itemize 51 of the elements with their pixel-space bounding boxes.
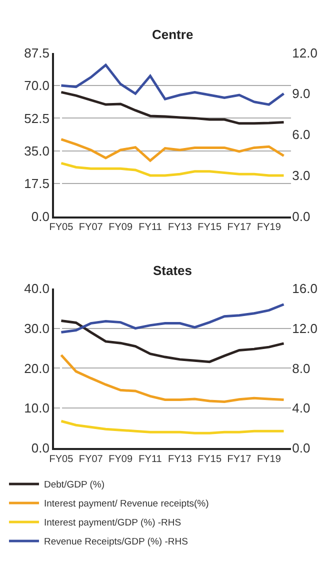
legend-label: Debt/GDP (%) — [44, 480, 105, 491]
x-tick-label: FY15 — [198, 454, 222, 465]
chart-title: States — [153, 263, 192, 278]
y2-tick-label: 6.0 — [292, 127, 310, 142]
y2-tick-label: 4.0 — [292, 400, 310, 416]
x-tick-label: FY11 — [138, 222, 162, 234]
x-tick-label: FY13 — [168, 454, 192, 465]
legend-label: Interest payment/GDP (%) -RHS — [44, 518, 182, 529]
x-tick-label: FY19 — [256, 222, 282, 234]
y2-tick-label: 9.0 — [292, 86, 310, 102]
line-series — [60, 303, 286, 334]
y2-tick-label: 12.0 — [292, 320, 318, 336]
x-tick-label: FY09 — [108, 222, 133, 234]
y-tick-label: 17.5 — [24, 176, 50, 192]
y2-tick-label: 16.0 — [292, 280, 318, 296]
line-series — [60, 354, 286, 403]
x-tick-label: FY19 — [256, 454, 282, 465]
y2-tick-label: 0.0 — [292, 440, 310, 456]
y-tick-label: 52.5 — [24, 110, 50, 126]
x-tick-label: FY07 — [78, 454, 104, 465]
y2-tick-label: 12.0 — [292, 45, 318, 60]
line-series — [60, 319, 286, 364]
line-series — [60, 90, 286, 125]
y2-tick-label: 8.0 — [292, 360, 310, 376]
x-tick-label: FY09 — [108, 454, 133, 465]
x-tick-label: FY17 — [227, 454, 252, 465]
x-tick-label: FY07 — [78, 222, 104, 234]
y-tick-label: 40.0 — [24, 280, 50, 296]
y-tick-label: 0.0 — [31, 208, 50, 224]
legend-label: Revenue Receipts/GDP (%) -RHS — [44, 536, 188, 548]
x-tick-label: FY13 — [168, 222, 192, 234]
x-tick-label: FY05 — [49, 222, 74, 234]
y-tick-label: 35.0 — [24, 143, 50, 158]
legend-label: Interest payment/ Revenue receipts(%) — [44, 498, 209, 510]
y2-tick-label: 0.0 — [292, 208, 310, 224]
y-tick-label: 87.5 — [24, 45, 50, 60]
x-tick-label: FY17 — [227, 222, 252, 234]
line-series — [60, 138, 286, 162]
y-tick-label: 70.0 — [24, 78, 50, 94]
line-series — [60, 162, 286, 177]
line-series — [60, 420, 286, 434]
line-series — [60, 64, 286, 106]
y-tick-label: 30.0 — [24, 320, 50, 336]
x-tick-label: FY11 — [138, 454, 162, 465]
x-tick-label: FY15 — [198, 222, 222, 234]
y-tick-label: 10.0 — [24, 400, 50, 416]
y-tick-label: 20.0 — [24, 360, 50, 376]
chart-title: Centre — [152, 27, 194, 42]
x-tick-label: FY05 — [49, 454, 74, 465]
y2-tick-label: 3.0 — [292, 168, 310, 183]
y-tick-label: 0.0 — [31, 440, 50, 456]
